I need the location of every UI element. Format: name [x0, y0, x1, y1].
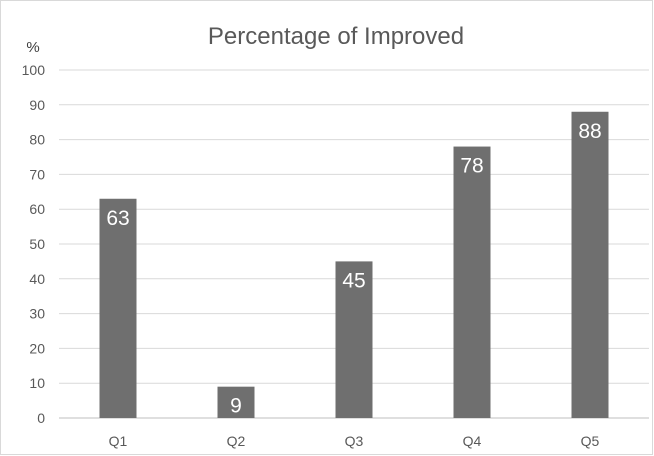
y-tick-label: 50 [29, 236, 45, 252]
x-tick-label: Q3 [345, 433, 364, 449]
y-axis-ticks: 0 10 20 30 40 50 60 70 80 90 100 [22, 62, 46, 426]
y-tick-label: 10 [29, 375, 45, 391]
data-labels: 63 9 45 78 88 [106, 120, 601, 418]
y-tick-label: 0 [37, 410, 45, 426]
y-tick-label: 40 [29, 271, 45, 287]
bar-q3 [335, 261, 373, 418]
bar-q1 [99, 198, 137, 418]
bar-q5 [571, 111, 609, 418]
bars [99, 111, 609, 418]
data-label-q4: 78 [460, 155, 483, 178]
y-tick-label: 100 [22, 62, 46, 78]
y-tick-label: 30 [29, 306, 45, 322]
y-tick-label: 70 [29, 166, 45, 182]
y-tick-label: 90 [29, 97, 45, 113]
x-tick-label: Q5 [581, 433, 600, 449]
x-tick-label: Q4 [463, 433, 482, 449]
chart-title: Percentage of Improved [208, 23, 464, 50]
y-unit-label: % [26, 39, 39, 56]
x-tick-label: Q1 [109, 433, 128, 449]
bar-q4 [453, 146, 491, 418]
y-tick-label: 20 [29, 340, 45, 356]
data-label-q2: 9 [230, 395, 242, 418]
data-label-q5: 88 [578, 120, 601, 143]
x-tick-label: Q2 [227, 433, 246, 449]
data-label-q1: 63 [106, 207, 129, 230]
y-tick-label: 80 [29, 132, 45, 148]
y-tick-label: 60 [29, 201, 45, 217]
data-label-q3: 45 [342, 269, 365, 292]
bar-q2 [217, 386, 255, 418]
x-axis-ticks: Q1 Q2 Q3 Q4 Q5 [109, 433, 600, 449]
